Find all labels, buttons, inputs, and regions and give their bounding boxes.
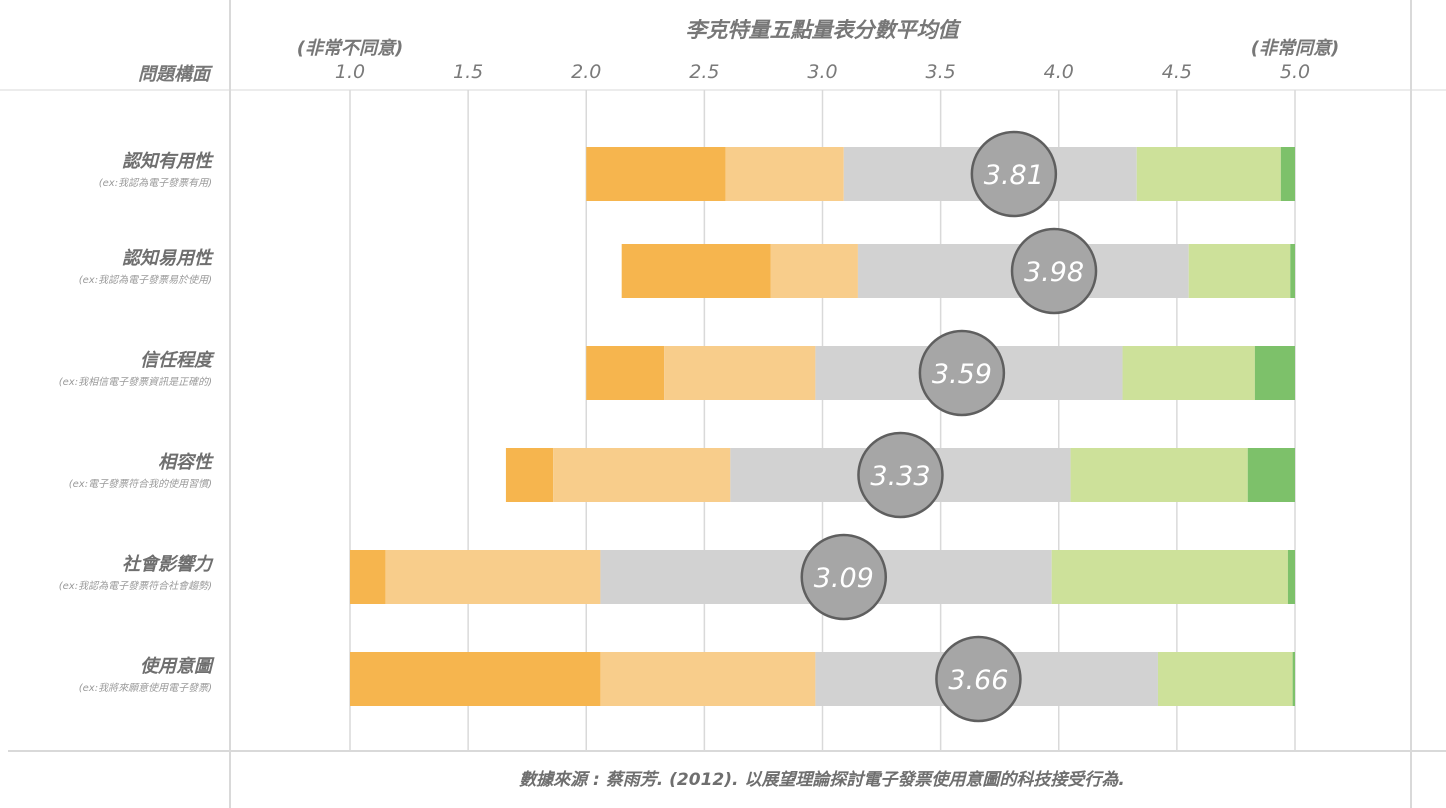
mean-value-label: 3.81 (984, 160, 1044, 191)
tick-label-7: 4.5 (1162, 61, 1192, 83)
row-header: 問題構面 (138, 64, 213, 85)
tick-label-1: 1.5 (453, 61, 483, 83)
bar-segment-5 (1247, 448, 1295, 502)
tick-label-4: 3.0 (807, 61, 837, 83)
mean-marker (1010, 227, 1098, 315)
bar-segment-4 (1122, 346, 1255, 400)
mean-marker (935, 635, 1022, 723)
category-row: 認知易用性 (ex:我認為電子發票易於使用) 3.98 (79, 227, 1295, 315)
category-row: 使用意圖 (ex:我將來願意使用電子發票) 3.66 (79, 635, 1295, 723)
mean-marker (800, 533, 888, 621)
category-example: (ex:我認為電子發票易於使用) (79, 274, 212, 286)
tick-label-8: 5.0 (1280, 61, 1310, 83)
bar-segment-5 (1290, 244, 1295, 298)
bar-segment-4 (1188, 244, 1291, 298)
bar-segment-5 (1254, 346, 1295, 400)
category-label: 認知易用性 (122, 248, 214, 269)
bar-segment-2 (770, 244, 858, 298)
category-example: (ex:我將來願意使用電子發票) (79, 682, 212, 694)
bar-segment-2 (553, 448, 731, 502)
category-example: (ex:我認為電子發票符合社會趨勢) (59, 580, 212, 592)
category-row: 信任程度 (ex:我相信電子發票資訊是正確的) 3.59 (59, 329, 1295, 417)
bar-segment-1 (350, 550, 386, 604)
category-row: 認知有用性 (ex:我認為電子發票有用) 3.81 (99, 130, 1295, 218)
tick-label-0: 1.0 (335, 61, 365, 83)
mean-value-label: 3.59 (932, 359, 992, 390)
mean-value-label: 3.66 (948, 665, 1008, 696)
mean-value-label: 3.33 (870, 461, 930, 492)
category-example: (ex:電子發票符合我的使用習慣) (69, 478, 212, 490)
axis-left-label: (非常不同意) (297, 38, 403, 59)
bar-segment-1 (350, 652, 601, 706)
bar-segment-5 (1292, 652, 1295, 706)
bar-segment-4 (1051, 550, 1288, 604)
tick-label-5: 3.5 (926, 61, 956, 83)
bar-segment-4 (1157, 652, 1293, 706)
bar-segment-1 (505, 448, 554, 502)
category-row: 相容性 (ex:電子發票符合我的使用習慣) 3.33 (69, 431, 1295, 519)
category-label: 相容性 (158, 452, 214, 473)
mean-value-label: 3.98 (1024, 257, 1084, 288)
bar-segment-1 (586, 147, 726, 201)
bar-segment-2 (385, 550, 601, 604)
category-label: 使用意圖 (140, 656, 215, 677)
category-example: (ex:我認為電子發票有用) (99, 177, 212, 189)
bar-segment-1 (586, 346, 665, 400)
bar-segment-4 (1136, 147, 1281, 201)
bar-segment-4 (1070, 448, 1248, 502)
bar-segment-5 (1280, 147, 1295, 201)
axis-right-label: (非常同意) (1251, 38, 1339, 59)
mean-marker (857, 431, 944, 519)
bar-segment-5 (1287, 550, 1295, 604)
category-label: 社會影響力 (122, 554, 214, 575)
source-note: 數據來源 : 蔡雨芳. (2012). 以展望理論探討電子發票使用意圖的科技接受… (519, 770, 1125, 790)
bar-segment-2 (725, 147, 844, 201)
chart-title: 李克特量五點量表分數平均值 (686, 18, 962, 42)
mean-marker (970, 130, 1058, 218)
tick-label-2: 2.0 (571, 61, 601, 83)
bar-segment-1 (621, 244, 771, 298)
tick-label-6: 4.0 (1044, 61, 1074, 83)
category-row: 社會影響力 (ex:我認為電子發票符合社會趨勢) 3.09 (59, 533, 1295, 621)
category-rows: 認知有用性 (ex:我認為電子發票有用) 3.81 認知易用性 (ex:我認為電子發票易… (59, 130, 1295, 723)
tick-label-3: 2.5 (689, 61, 719, 83)
mean-value-label: 3.09 (814, 563, 874, 594)
category-label: 信任程度 (140, 350, 215, 371)
bar-segment-2 (664, 346, 816, 400)
category-label: 認知有用性 (122, 151, 214, 172)
bar-segment-2 (600, 652, 816, 706)
category-example: (ex:我相信電子發票資訊是正確的) (59, 376, 212, 388)
tick-labels: 1.0 1.5 2.0 2.5 3.0 3.5 4.0 4.5 5.0 (335, 61, 1310, 83)
mean-marker (918, 329, 1006, 417)
